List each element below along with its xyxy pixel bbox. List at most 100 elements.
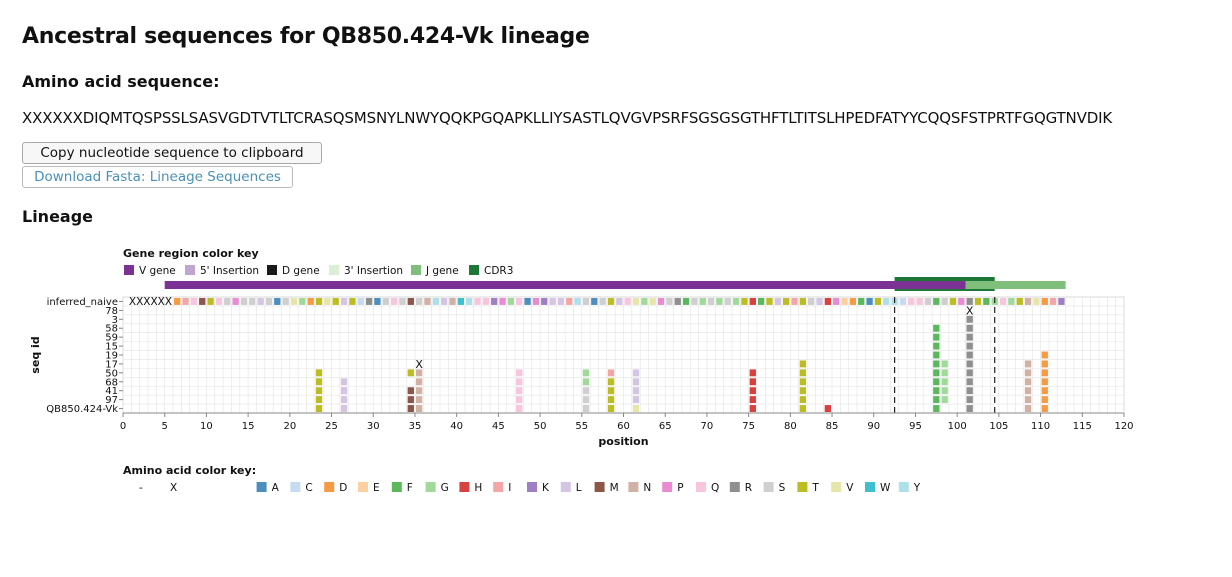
naive-residue-cell [232, 298, 239, 305]
mutation-cell [966, 360, 973, 368]
mutation-cell [933, 342, 940, 350]
naive-residue-cell [407, 298, 414, 305]
naive-residue-cell [182, 298, 189, 305]
naive-residue-cell [415, 298, 423, 305]
x-tick-label: 75 [742, 421, 755, 432]
mutation-cell [607, 387, 615, 395]
aa-key-swatch [729, 482, 740, 492]
naive-residue-cell [933, 298, 940, 305]
aa-key-swatch [898, 482, 909, 492]
mutation-cell [582, 396, 590, 404]
y-tick-label: 68 [105, 377, 118, 388]
mutation-cell [1024, 387, 1032, 395]
mutation-cell [340, 387, 348, 395]
naive-residue-cell [224, 298, 231, 305]
aa-key-label: R [745, 482, 752, 494]
gene-key-label: J gene [425, 265, 459, 277]
x-tick-label: 100 [948, 421, 967, 432]
x-tick-label: 95 [909, 421, 922, 432]
y-tick-label: QB850.424-Vk [46, 404, 118, 415]
x-tick-label: 15 [242, 421, 255, 432]
naive-residue-cell [315, 298, 323, 305]
mutation-cell [632, 387, 640, 395]
mutation-cell [941, 378, 948, 386]
naive-residue-cell [974, 298, 982, 305]
aa-key-swatch [324, 482, 335, 492]
y-tick-label: 97 [105, 395, 118, 406]
naive-residue-cell [724, 298, 731, 305]
naive-residue-cell [782, 298, 790, 305]
naive-residue-cell [632, 298, 640, 305]
naive-residue-cell [307, 298, 314, 305]
aa-key-label: L [576, 482, 582, 494]
aa-key-label: I [508, 482, 511, 494]
mutation-cell [340, 405, 348, 412]
naive-residue-cell [457, 298, 465, 305]
naive-residue-cell [390, 298, 398, 305]
aa-key-swatch [628, 482, 639, 492]
x-tick-label: 90 [867, 421, 880, 432]
mutation-cell [415, 405, 423, 412]
mutation-cell [966, 387, 973, 395]
mutation-x-label: X [966, 304, 974, 317]
naive-residue-cell [240, 298, 248, 305]
mutation-cell [824, 405, 832, 412]
naive-residue-cell [699, 298, 706, 305]
mutation-cell [799, 405, 807, 412]
mutation-cell [340, 378, 348, 386]
naive-residue-cell [582, 298, 590, 305]
naive-residue-cell [382, 298, 389, 305]
mutation-cell [1041, 360, 1048, 368]
naive-residue-cell [841, 298, 848, 305]
copy-nucleotide-button[interactable]: Copy nucleotide sequence to clipboard [22, 142, 322, 164]
mutation-cell [933, 351, 940, 359]
y-tick-label: inferred_naive [47, 297, 118, 308]
naive-residue-cell [249, 298, 256, 305]
download-fasta-link[interactable]: Download Fasta: Lineage Sequences [22, 166, 293, 188]
x-tick-label: 20 [283, 421, 296, 432]
aa-key-swatch [797, 482, 808, 492]
x-tick-label: 40 [450, 421, 463, 432]
mutation-cell [632, 378, 640, 386]
naive-residue-cell [816, 298, 823, 305]
y-tick-label: 58 [105, 324, 118, 335]
naive-residue-cell [566, 298, 573, 305]
x-tick-label: 0 [120, 421, 126, 432]
aa-key-swatch [594, 482, 605, 492]
mutation-cell [966, 315, 973, 323]
mutation-cell [941, 360, 948, 368]
mutation-cell [315, 378, 323, 386]
x-tick-label: 10 [200, 421, 213, 432]
mutation-cell [415, 378, 423, 386]
aa-key-swatch [459, 482, 470, 492]
naive-residue-cell [833, 298, 840, 305]
naive-residue-cell [532, 298, 540, 305]
mutation-cell [966, 378, 973, 386]
aa-key-label: G [441, 482, 449, 494]
naive-residue-cell [924, 298, 932, 305]
mutation-cell [407, 396, 414, 404]
x-tick-label: 115 [1073, 421, 1092, 432]
mutation-cell [516, 387, 523, 395]
mutation-cell [933, 360, 940, 368]
aa-key-swatch [662, 482, 673, 492]
naive-residue-cell [557, 298, 565, 305]
naive-residue-cell [691, 298, 698, 305]
mutation-cell [632, 396, 640, 404]
page-title: Ancestral sequences for QB850.424-Vk lin… [22, 24, 590, 49]
aa-key-label: M [610, 482, 619, 494]
gene-region-bar [164, 281, 966, 289]
naive-residue-cell [966, 298, 973, 305]
mutation-cell [582, 378, 590, 386]
mutation-cell [749, 405, 756, 412]
naive-residue-cell [791, 298, 798, 305]
aa-key-label: S [779, 482, 786, 494]
naive-residue-cell [524, 298, 531, 305]
naive-residue-cell [424, 298, 431, 305]
naive-residue-cell [616, 298, 623, 305]
mutation-cell [415, 369, 423, 377]
naive-residue-cell [507, 298, 515, 305]
naive-residue-cell [707, 298, 715, 305]
gene-key-label: 3' Insertion [344, 265, 403, 277]
naive-residue-cell [958, 298, 965, 305]
